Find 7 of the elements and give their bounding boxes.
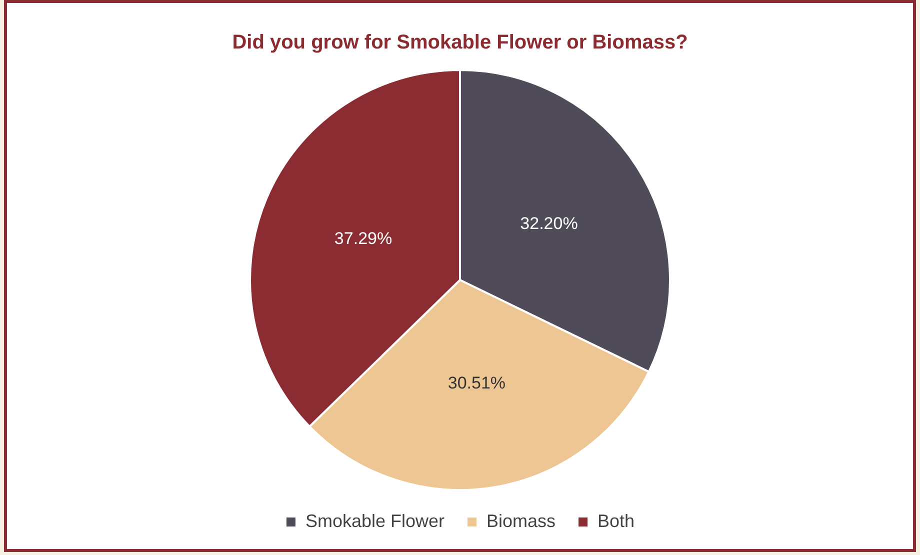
legend-label: Smokable Flower — [305, 510, 445, 531]
legend-label: Biomass — [486, 510, 556, 531]
legend-label: Both — [598, 510, 635, 531]
data-label: 37.29% — [334, 228, 392, 248]
data-label: 30.51% — [448, 373, 506, 392]
data-label: 32.20% — [520, 214, 578, 233]
chart-title: Did you grow for Smokable Flower or Biomass? — [232, 32, 688, 54]
